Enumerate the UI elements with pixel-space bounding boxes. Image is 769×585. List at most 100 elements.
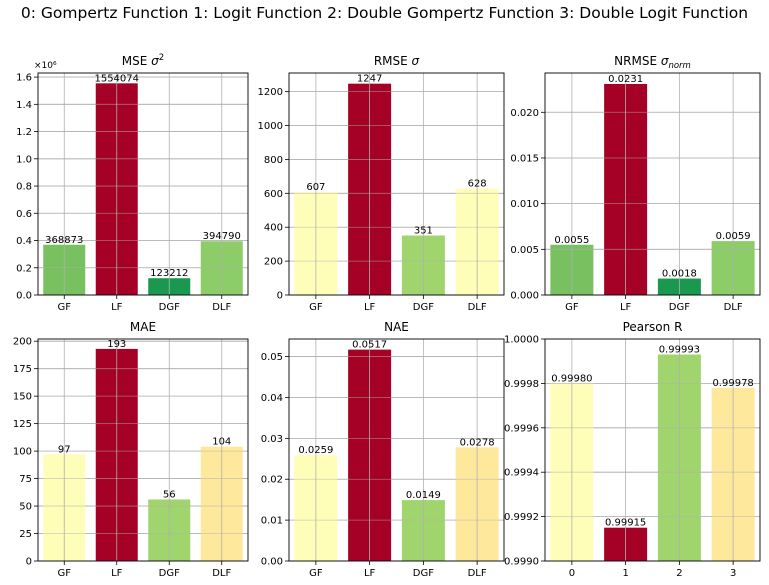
axes-frame xyxy=(544,72,761,296)
subplot-title: RMSE σ xyxy=(374,54,420,68)
y-tick-label: 150 xyxy=(13,392,32,403)
x-tick-label: 2 xyxy=(676,568,682,579)
bar-value-label: 123212 xyxy=(150,268,188,279)
y-tick-label: 50 xyxy=(19,502,32,513)
bar-value-label: 0.99993 xyxy=(659,345,700,356)
x-tick-label: 0 xyxy=(569,568,575,579)
x-tick-label: GF xyxy=(309,302,323,313)
bar-value-label: 1554074 xyxy=(94,73,139,84)
x-tick-label: GF xyxy=(309,568,323,579)
bar-value-label: 0.0278 xyxy=(460,437,495,448)
y-tick-label: 0.000 xyxy=(510,291,539,302)
x-tick-label: 1 xyxy=(622,568,628,579)
bar-value-label: 0.0018 xyxy=(662,269,697,280)
x-tick-label: DGF xyxy=(159,302,180,313)
x-tick-label: DGF xyxy=(413,302,434,313)
y-tick-label: 0.2 xyxy=(16,263,32,274)
y-tick-label: 200 xyxy=(264,257,283,268)
bar-value-label: 97 xyxy=(58,444,71,455)
subplot-title: NAE xyxy=(384,320,409,334)
y-tick-label: 0.005 xyxy=(510,245,539,256)
x-tick-label: LF xyxy=(364,568,376,579)
y-tick-label: 25 xyxy=(19,529,32,540)
y-tick-label: 1.0 xyxy=(16,154,32,165)
x-tick-label: LF xyxy=(111,302,123,313)
y-tick-label: 1.6 xyxy=(16,73,32,84)
x-tick-label: DGF xyxy=(413,568,434,579)
subplot-3: 0.0055 0.0231 0.0018 0.0059 0.000 0.005 0.010 0… xyxy=(510,72,761,313)
x-tick-label: LF xyxy=(620,302,632,313)
y-tick-label: 0.9998 xyxy=(504,379,539,390)
y-tick-label: 0.9990 xyxy=(504,557,539,568)
bar-value-label: 0.99978 xyxy=(712,378,753,389)
bar-value-label: 0.0059 xyxy=(716,231,751,242)
y-tick-label: 0.020 xyxy=(510,108,539,119)
y-tick-label: 0.02 xyxy=(261,475,283,486)
bar-value-label: 0.99980 xyxy=(551,373,592,384)
x-tick-label: LF xyxy=(111,568,123,579)
axes-frame xyxy=(37,72,249,296)
y-tick-label: 0.03 xyxy=(261,434,283,445)
x-tick-label: LF xyxy=(364,302,376,313)
bar-value-label: 0.0259 xyxy=(298,445,333,456)
subplot-6: 0.999800.999150.999930.999780.99900.9992… xyxy=(504,335,761,579)
bar-value-label: 0.0231 xyxy=(608,74,643,85)
subplot-2: 607 1247 351 628 0 200 400 600 800 1000 1200 GF LF DG… xyxy=(258,72,505,313)
x-tick-label: DLF xyxy=(468,302,487,313)
y-tick-label: 0.01 xyxy=(261,516,283,527)
y-tick-label: 0.4 xyxy=(16,236,32,247)
figure-suptitle: 0: Gompertz Function 1: Logit Function 2… xyxy=(20,4,749,22)
y-tick-label: 0.8 xyxy=(16,182,32,193)
x-tick-label: DLF xyxy=(212,302,231,313)
axes-frame xyxy=(288,338,505,562)
y-tick-label: 0.0 xyxy=(16,291,32,302)
bar-value-label: 0.99915 xyxy=(605,518,646,529)
axes-frame xyxy=(288,72,505,296)
bar-value-label: 56 xyxy=(163,489,176,500)
bar-value-label: 368873 xyxy=(45,235,83,246)
bar-value-label: 1247 xyxy=(357,74,382,85)
y-tick-label: 0.015 xyxy=(510,153,539,164)
subplot-5: 0.0259 0.0517 0.0149 0.0278 0.00 0.01 0.02 0.03… xyxy=(261,338,505,579)
y-tick-label: 1.0000 xyxy=(504,335,539,346)
subplot-1: 368873 1554074 123212 394790 0.0 0.2 0.4 0.6 0.8… xyxy=(16,61,249,313)
x-tick-label: GF xyxy=(57,568,71,579)
bar-value-label: 104 xyxy=(212,437,231,448)
y-tick-label: 0 xyxy=(26,557,32,568)
y-tick-label: 0.9996 xyxy=(504,423,539,434)
x-tick-label: DLF xyxy=(724,302,743,313)
y-tick-label: 1200 xyxy=(258,87,283,98)
y-tick-label: 1.4 xyxy=(16,100,32,111)
x-tick-label: GF xyxy=(565,302,579,313)
x-tick-label: DGF xyxy=(159,568,180,579)
x-tick-label: DLF xyxy=(468,568,487,579)
y-tick-label: 0.9992 xyxy=(504,512,539,523)
y-tick-label: 0.00 xyxy=(261,557,283,568)
y-tick-label: 0.05 xyxy=(261,352,283,363)
x-tick-label: GF xyxy=(57,302,71,313)
bar-value-label: 0.0055 xyxy=(554,235,589,246)
y-tick-label: 1.2 xyxy=(16,127,32,138)
subplot-title: NRMSE σnorm xyxy=(614,54,691,71)
subplot-title: MAE xyxy=(130,320,156,334)
x-tick-label: DLF xyxy=(212,568,231,579)
subplot-4: 97 193 56 104 0 25 50 75 100 125 150 175 200 GF LF DGF D… xyxy=(13,337,249,579)
y-tick-label: 0.04 xyxy=(261,393,283,404)
axes-frame xyxy=(37,338,249,562)
y-tick-label: 200 xyxy=(13,337,32,348)
y-tick-label: 400 xyxy=(264,223,283,234)
y-tick-label: 100 xyxy=(13,447,32,458)
x-tick-label: DGF xyxy=(669,302,690,313)
bar-value-label: 351 xyxy=(414,226,433,237)
y-tick-label: 0.9994 xyxy=(504,468,539,479)
y-tick-label: 125 xyxy=(13,419,32,430)
bar-value-label: 0.0149 xyxy=(406,490,441,501)
y-offset-label: ×10⁶ xyxy=(34,61,57,71)
y-tick-label: 1000 xyxy=(258,121,283,132)
bar-value-label: 193 xyxy=(107,339,126,350)
axes-frame xyxy=(544,338,761,562)
subplot-title: Pearson R xyxy=(623,320,683,334)
bar-value-label: 607 xyxy=(306,182,325,193)
x-tick-label: 3 xyxy=(730,568,736,579)
